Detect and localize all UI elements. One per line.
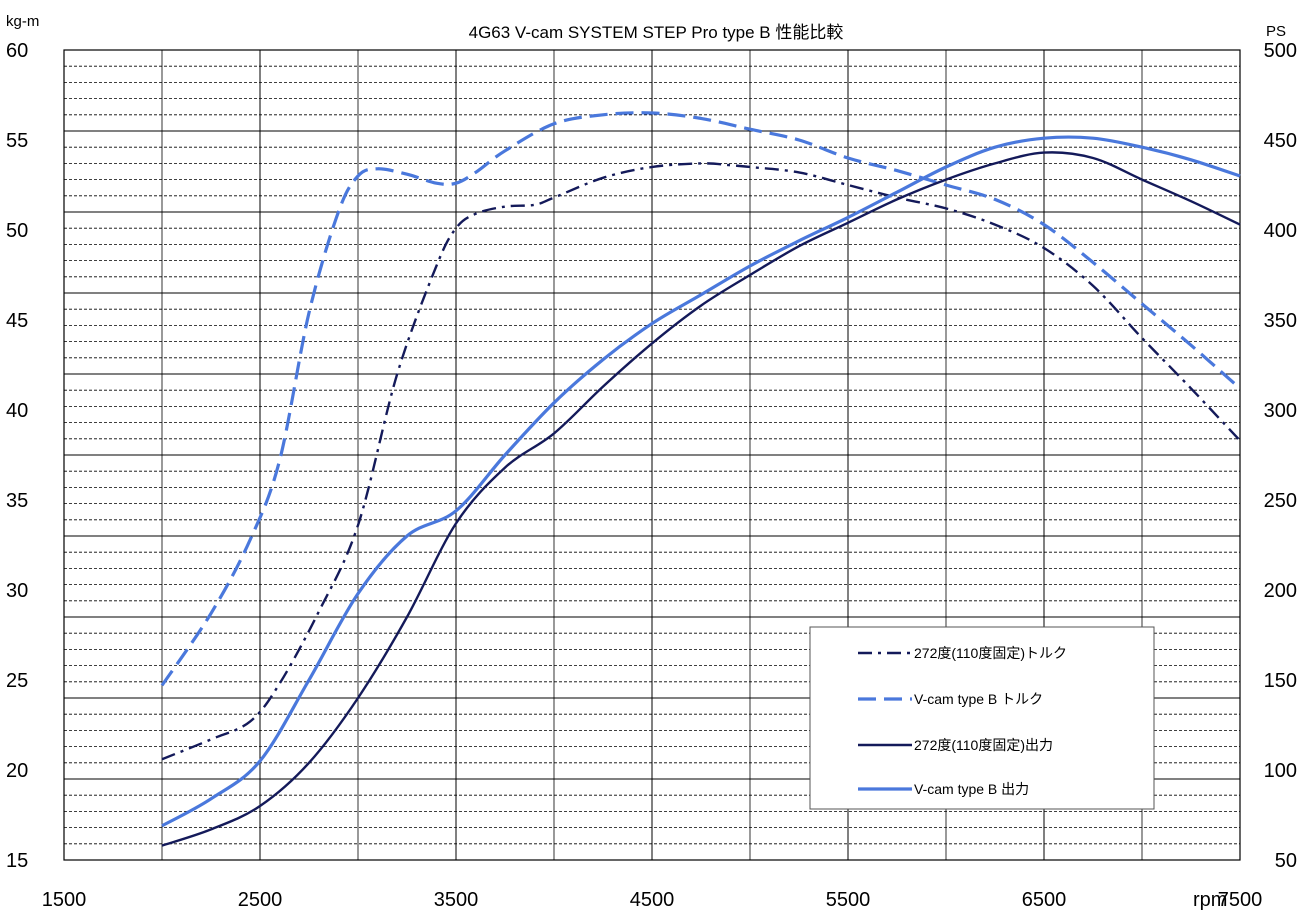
x-tick-label: 3500: [434, 889, 479, 911]
legend-entry: 272度(110度固定)出力: [858, 737, 1053, 753]
right-y-tick-label: 450: [1264, 130, 1297, 152]
legend-entry: V-cam type B 出力: [858, 781, 1029, 797]
legend-label: V-cam type B 出力: [914, 781, 1029, 797]
series-line-power-3: [161, 135, 1241, 828]
series-lines: [160, 111, 1242, 847]
left-y-tick-label: 20: [6, 760, 28, 782]
right-y-tick-label: 400: [1264, 220, 1297, 242]
left-y-tick-label: 40: [6, 400, 28, 422]
legend-entry: 272度(110度固定)トルク: [858, 645, 1067, 661]
right-y-tick-label: 300: [1264, 400, 1297, 422]
x-axis-unit: rpm: [1193, 889, 1227, 911]
left-y-tick-label: 50: [6, 220, 28, 242]
right-y-tick-label: 250: [1264, 490, 1297, 512]
left-y-tick-label: 15: [6, 850, 28, 872]
left-y-tick-label: 25: [6, 670, 28, 692]
right-y-tick-label: 50: [1275, 850, 1297, 872]
left-y-tick-label: 55: [6, 130, 28, 152]
legend: 272度(110度固定)トルク V-cam type B トルク 272度(11…: [809, 626, 1155, 810]
x-tick-label: 1500: [42, 889, 87, 911]
x-tick-labels: 1500 2500 3500 4500 5500 6500 7500: [42, 889, 1263, 911]
x-tick-label: 7500: [1218, 889, 1263, 911]
x-tick-label: 6500: [1022, 889, 1067, 911]
left-y-tick-label: 30: [6, 580, 28, 602]
plot-border: [63, 49, 1241, 861]
series-line-power-2: [161, 151, 1241, 847]
x-tick-label: 2500: [238, 889, 283, 911]
right-y-tick-label: 500: [1264, 40, 1297, 62]
right-axis-unit: PS: [1266, 23, 1286, 40]
chart-title: 4G63 V-cam SYSTEM STEP Pro type B 性能比較: [469, 23, 844, 42]
right-y-tick-label: 100: [1264, 760, 1297, 782]
right-y-tick-label: 150: [1264, 670, 1297, 692]
right-y-tick-labels: 50 100 150 200 250 300 350 400 450 500: [1264, 40, 1297, 872]
left-y-tick-labels: 15 20 25 30 35 40 45 50 55 60: [6, 40, 28, 872]
x-tick-label: 5500: [826, 889, 871, 911]
legend-box: [809, 626, 1155, 810]
x-tick-label: 4500: [630, 889, 675, 911]
legend-entry: V-cam type B トルク: [858, 691, 1043, 707]
legend-label: V-cam type B トルク: [914, 691, 1043, 707]
series-line-torque-0: [161, 162, 1241, 761]
legend-label: 272度(110度固定)トルク: [914, 645, 1067, 661]
left-axis-unit: kg-m: [6, 13, 39, 30]
right-y-tick-label: 200: [1264, 580, 1297, 602]
series-line-torque-1: [160, 111, 1242, 687]
left-y-tick-label: 45: [6, 310, 28, 332]
legend-label: 272度(110度固定)出力: [914, 737, 1053, 753]
right-y-tick-label: 350: [1264, 310, 1297, 332]
left-y-tick-label: 60: [6, 40, 28, 62]
left-y-tick-label: 35: [6, 490, 28, 512]
